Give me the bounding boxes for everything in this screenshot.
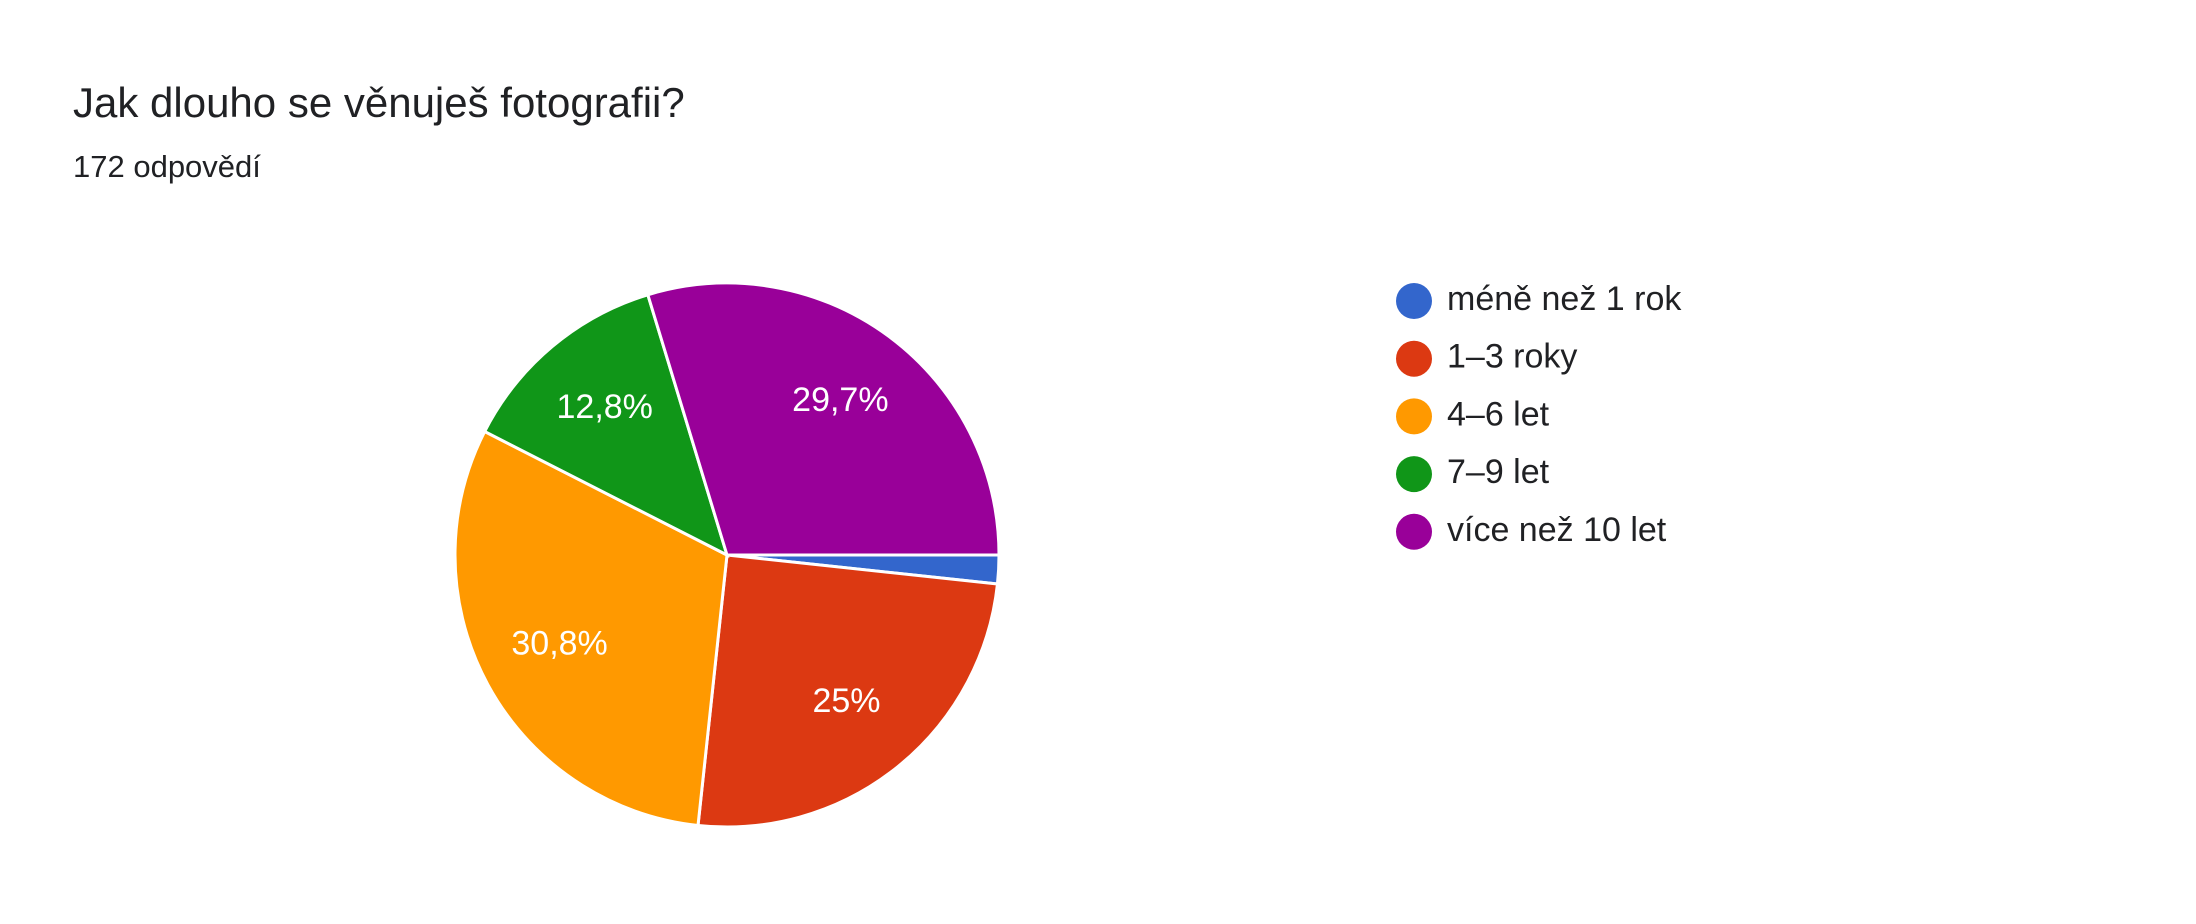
legend-swatch [1396, 340, 1432, 377]
legend-swatch [1396, 398, 1432, 435]
pie-slice [645, 281, 1001, 557]
legend-swatch [1396, 513, 1432, 550]
legend-swatch [1396, 456, 1432, 493]
legend-label: 1–3 roky [1447, 338, 1577, 376]
legend-label: více než 10 let [1447, 511, 1667, 549]
chart-subtitle: 172 odpovědí [73, 149, 261, 184]
slice-label: 12,8% [557, 388, 653, 426]
legend-label: 7–9 let [1447, 453, 1550, 491]
pie-slice [696, 553, 1000, 829]
pie-slice [453, 429, 729, 828]
legend-label: 4–6 let [1447, 395, 1550, 433]
slice-label: 30,8% [511, 625, 607, 663]
chart-title: Jak dlouho se věnuješ fotografii? [73, 79, 685, 126]
legend-label: méně než 1 rok [1447, 280, 1682, 318]
slice-label: 29,7% [792, 381, 888, 419]
legend-swatch [1396, 283, 1432, 319]
slice-label: 25% [812, 682, 880, 720]
